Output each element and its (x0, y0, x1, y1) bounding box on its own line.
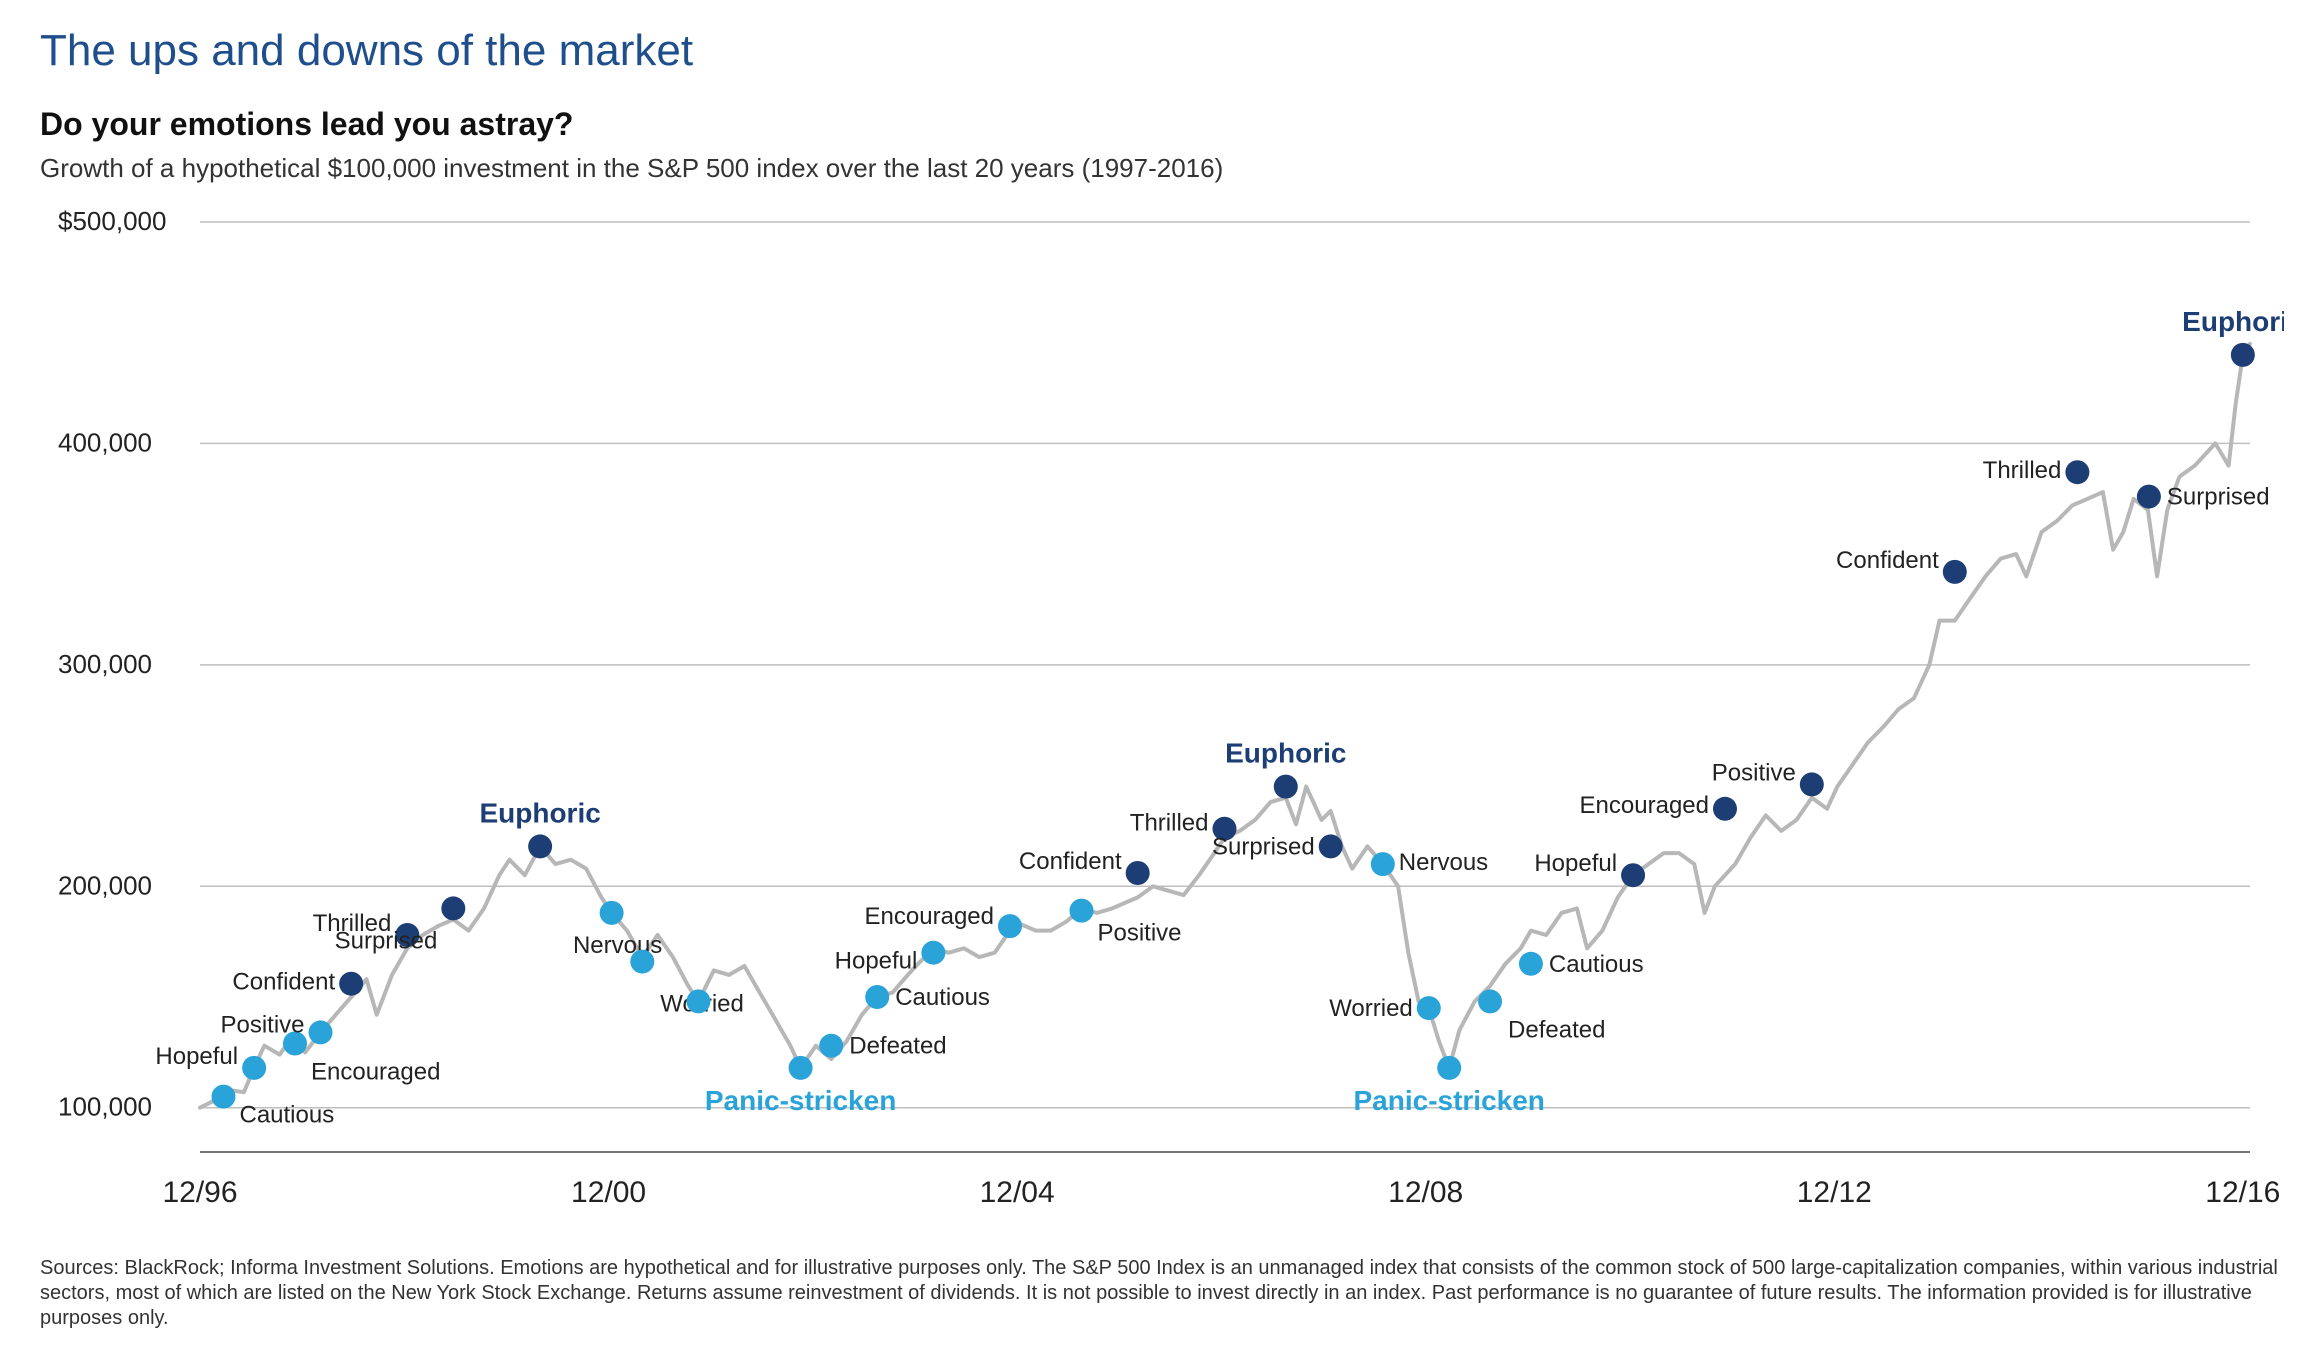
emotion-label: Hopeful (1534, 850, 1617, 877)
emotion-marker (1319, 834, 1343, 858)
x-axis-label: 12/00 (571, 1176, 646, 1209)
emotion-marker (600, 901, 624, 925)
chart-subtitle: Do your emotions lead you astray? (40, 106, 2284, 143)
emotion-marker (2065, 460, 2089, 484)
chart-container: 100,000 200,000 300,000 400,000 $500,000 12/9… (40, 202, 2284, 1242)
emotion-label: Positive (1712, 759, 1796, 786)
emotion-label: Panic-stricken (1353, 1085, 1544, 1116)
emotion-label: Positive (220, 1011, 304, 1038)
emotion-marker (1478, 989, 1502, 1013)
emotion-label: Encouraged (311, 1059, 440, 1086)
emotion-marker (2231, 343, 2255, 367)
emotion-marker (1800, 772, 1824, 796)
emotion-marker (339, 972, 363, 996)
x-axis-label: 12/16 (2205, 1176, 2280, 1209)
y-axis-label: 100,000 (58, 1092, 152, 1122)
emotion-label: Encouraged (865, 903, 994, 930)
emotion-label: Encouraged (1580, 792, 1709, 819)
emotion-label: Euphoric (479, 797, 600, 828)
emotion-marker (998, 914, 1022, 938)
emotion-label: Confident (1836, 547, 1939, 574)
emotion-label: Defeated (849, 1033, 946, 1060)
emotion-label: Hopeful (835, 948, 918, 975)
emotion-label: Nervous (1399, 849, 1488, 876)
x-axis-label: 12/12 (1797, 1176, 1872, 1209)
emotion-marker (1713, 797, 1737, 821)
emotion-marker (211, 1085, 235, 1109)
emotion-marker (242, 1056, 266, 1080)
price-line (200, 344, 2250, 1108)
emotion-marker (1126, 861, 1150, 885)
chart-title: The ups and downs of the market (40, 26, 2284, 76)
emotion-label: Confident (232, 969, 335, 996)
emotion-marker (441, 896, 465, 920)
emotion-label: Surprised (335, 927, 438, 954)
y-axis-label: 300,000 (58, 649, 152, 679)
x-axis-label: 12/96 (162, 1176, 237, 1209)
chart-description: Growth of a hypothetical $100,000 invest… (40, 153, 2284, 184)
emotion-marker (1519, 952, 1543, 976)
chart-footnote: Sources: BlackRock; Informa Investment S… (40, 1256, 2284, 1331)
emotion-marker (1417, 996, 1441, 1020)
emotion-label: Euphoric (2182, 306, 2284, 337)
emotion-label: Panic-stricken (705, 1085, 896, 1116)
emotion-marker (686, 989, 710, 1013)
emotion-marker (789, 1056, 813, 1080)
emotion-marker (1069, 899, 1093, 923)
emotion-label: Positive (1097, 920, 1181, 947)
emotion-marker (865, 985, 889, 1009)
emotion-label: Worried (1329, 995, 1413, 1022)
emotion-marker (2137, 485, 2161, 509)
emotion-marker (630, 950, 654, 974)
emotion-label: Cautious (1549, 951, 1644, 978)
emotion-label: Thrilled (1983, 457, 2062, 484)
emotion-label: Euphoric (1225, 738, 1346, 769)
line-chart: 100,000 200,000 300,000 400,000 $500,000 12/9… (40, 202, 2284, 1242)
emotion-label: Confident (1019, 848, 1122, 875)
emotion-marker (528, 834, 552, 858)
y-axis-label: 200,000 (58, 870, 152, 900)
emotion-label: Surprised (1212, 833, 1315, 860)
emotion-marker (1371, 852, 1395, 876)
emotion-label: Cautious (239, 1102, 334, 1129)
emotion-marker (921, 941, 945, 965)
emotion-marker (1621, 863, 1645, 887)
emotion-marker (819, 1034, 843, 1058)
emotion-label: Thrilled (1130, 810, 1209, 837)
emotion-marker (1943, 560, 1967, 584)
emotion-label: Hopeful (155, 1043, 238, 1070)
x-axis-label: 12/04 (980, 1176, 1055, 1209)
x-axis-label: 12/08 (1388, 1176, 1463, 1209)
emotion-marker (309, 1020, 333, 1044)
emotion-marker (1274, 775, 1298, 799)
emotion-marker (1437, 1056, 1461, 1080)
y-axis-label: 400,000 (58, 427, 152, 457)
emotion-label: Defeated (1508, 1016, 1605, 1043)
emotion-label: Surprised (2167, 484, 2270, 511)
emotion-label: Cautious (895, 984, 990, 1011)
y-axis-label: $500,000 (58, 206, 166, 236)
